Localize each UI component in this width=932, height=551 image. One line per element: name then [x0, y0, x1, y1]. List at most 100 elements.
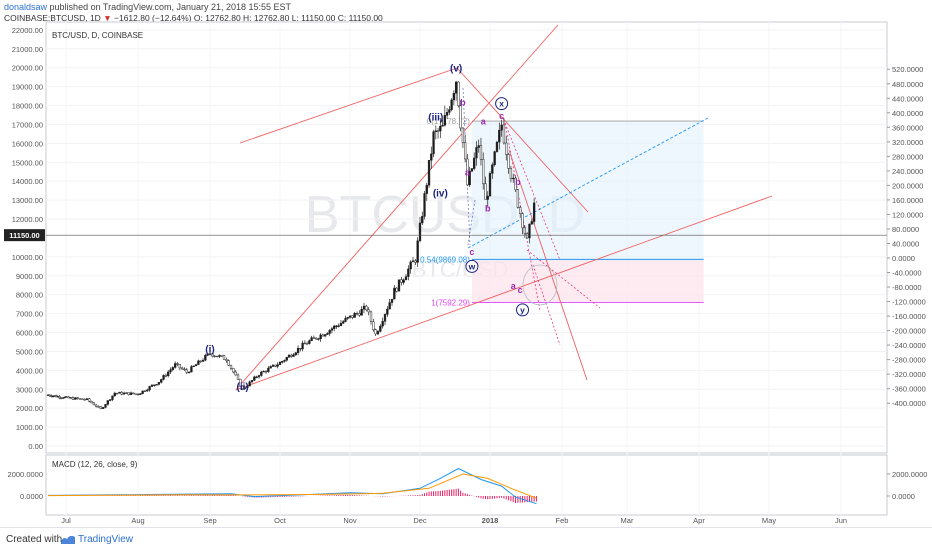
candle-body: [414, 260, 417, 263]
candle-body: [264, 370, 268, 373]
right-tick-label: 120.0000: [892, 210, 923, 219]
candle-body: [292, 354, 295, 357]
left-tick-label: 9000.00: [16, 272, 43, 281]
candle-body: [393, 287, 396, 300]
x-tick-label: Nov: [343, 516, 357, 525]
candle-body: [92, 402, 96, 406]
candle-body: [127, 392, 130, 395]
macd-title: MACD (12, 26, close, 9): [52, 460, 138, 469]
candle-body: [360, 309, 363, 316]
candle-body: [423, 193, 426, 217]
candle-body: [468, 170, 471, 186]
wave-label: (iii): [428, 113, 443, 124]
x-tick-label: Jul: [61, 516, 71, 525]
candle-body: [374, 329, 377, 335]
tradingview-link[interactable]: TradingView: [78, 534, 134, 545]
candle-body: [342, 321, 345, 324]
author-link[interactable]: donaldsaw: [4, 2, 48, 12]
candle-body: [400, 279, 403, 283]
price-chart[interactable]: BTCUSD, DBTC/USD22000.0021000.0020000.00…: [0, 0, 932, 527]
candle-body: [78, 398, 82, 400]
candle-body: [118, 391, 121, 394]
candle-body: [421, 216, 424, 224]
candle-body: [312, 337, 316, 339]
candle-body: [136, 393, 140, 395]
candle-body: [486, 195, 489, 200]
candle-body: [176, 363, 179, 365]
candle-body: [153, 384, 156, 386]
candle-body: [232, 368, 235, 373]
candle-body: [90, 401, 93, 404]
candle-body: [346, 317, 349, 319]
candle-body: [274, 364, 277, 367]
candle-body: [241, 385, 244, 389]
candle-body: [215, 355, 219, 358]
subwave-label: a: [465, 168, 471, 178]
candle-body: [367, 309, 370, 313]
candle-body: [88, 398, 91, 402]
candle-body: [436, 130, 440, 132]
left-tick-label: 14000.00: [12, 177, 43, 186]
candle-body: [362, 305, 366, 310]
candle-body: [134, 393, 137, 395]
candle-body: [102, 407, 105, 409]
circled-wave-label: y: [520, 305, 525, 315]
candle-body: [97, 406, 100, 408]
candle-body: [523, 227, 526, 234]
candle-body: [443, 115, 446, 126]
candle-body: [108, 399, 112, 401]
candle-body: [505, 142, 508, 155]
candle-body: [491, 164, 494, 174]
candle-body: [310, 337, 313, 341]
candle-body: [390, 298, 394, 303]
symbol-header: COINBASE:BTCUSD, 1D ▼ −1612.80 (−12.64%)…: [4, 13, 383, 23]
candle-body: [452, 92, 456, 101]
wave-connector-line: [467, 199, 476, 246]
candle-body: [211, 353, 214, 357]
candle-body: [475, 147, 478, 159]
fib-level-label: 0(17178.72): [427, 117, 470, 126]
candle-body: [477, 145, 480, 148]
left-tick-label: 5000.00: [16, 347, 43, 356]
trend-line: [235, 195, 773, 391]
left-tick-label: 0.00: [28, 442, 43, 451]
right-tick-label: 40.0000: [892, 239, 919, 248]
candle-body: [519, 207, 522, 214]
x-tick-label: Apr: [693, 516, 705, 525]
candle-body: [296, 347, 300, 353]
candle-body: [120, 391, 123, 395]
candle-body: [187, 371, 191, 374]
right-tick-label: 160.0000: [892, 196, 923, 205]
candle-body: [402, 279, 405, 283]
candle-body: [122, 392, 126, 395]
candle-body: [157, 382, 161, 385]
candle-body: [183, 368, 186, 371]
candle-body: [450, 99, 453, 110]
wave-label: (ii): [237, 382, 249, 393]
candle-body: [278, 362, 282, 365]
left-tick-label: 19000.00: [12, 83, 43, 92]
candle-body: [169, 369, 172, 373]
candle-body: [281, 360, 284, 363]
right-tick-label: -160.0000: [892, 312, 926, 321]
candle-body: [192, 365, 195, 367]
circled-wave-label: w: [468, 261, 476, 271]
candle-body: [146, 389, 149, 392]
left-tick-label: 20000.00: [12, 64, 43, 73]
candle-body: [470, 168, 474, 172]
signal-line: [47, 473, 537, 499]
candle-body: [418, 222, 422, 242]
candle-body: [388, 302, 391, 310]
candle-body: [383, 314, 387, 322]
candle-body: [220, 355, 223, 357]
candle-body: [150, 384, 154, 387]
candle-body: [324, 334, 327, 337]
candle-body: [425, 184, 428, 194]
right-tick-label: 520.0000: [892, 65, 923, 74]
candle-body: [526, 233, 529, 239]
candle-body: [204, 355, 207, 361]
x-tick-label: Oct: [274, 516, 287, 525]
candle-body: [248, 381, 251, 387]
last-price-tag: [4, 229, 45, 242]
candle-body: [351, 315, 354, 318]
